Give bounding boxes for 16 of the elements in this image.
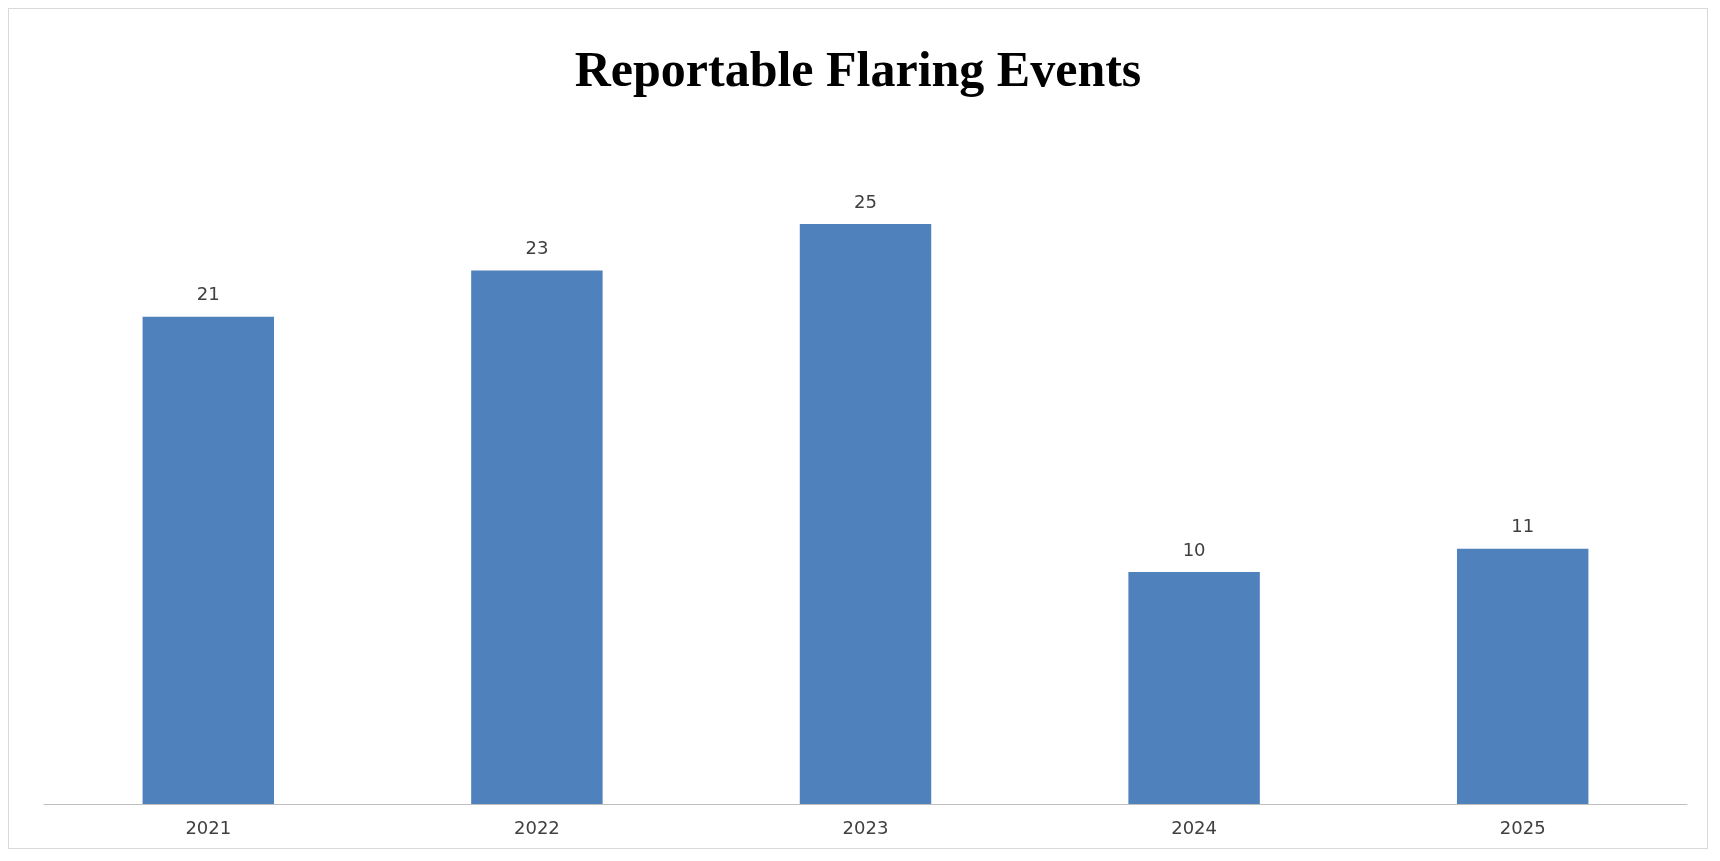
bar	[471, 270, 603, 804]
data-label: 21	[196, 283, 220, 305]
data-label: 23	[525, 236, 549, 258]
x-tick-label: 2022	[513, 816, 560, 838]
data-label: 10	[1182, 538, 1206, 560]
bar	[1456, 548, 1589, 804]
data-label: 25	[854, 190, 877, 212]
x-tick-label: 2021	[185, 816, 232, 838]
data-label: 11	[1511, 515, 1535, 537]
chart-title: Reportable Flaring Events	[574, 41, 1142, 97]
x-tick-label: 2025	[1499, 816, 1546, 838]
bar	[142, 316, 275, 804]
bar	[1128, 572, 1260, 804]
x-tick-label: 2023	[842, 816, 889, 838]
x-tick-label: 2024	[1171, 816, 1218, 838]
bar	[799, 224, 932, 804]
